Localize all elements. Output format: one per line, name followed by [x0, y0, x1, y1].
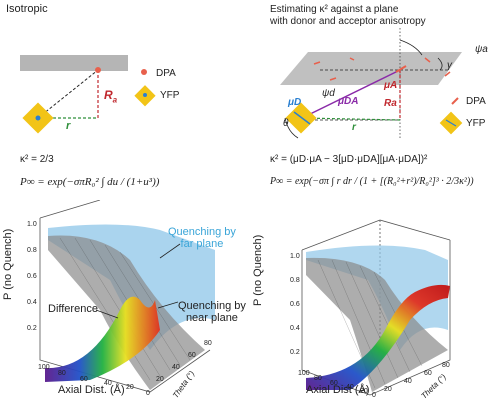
right-xtick-40: 40: [346, 384, 354, 391]
left-xtick-100: 100: [38, 364, 50, 371]
legend-dpa-label: DPA: [156, 68, 176, 79]
left-ztick-80: 80: [204, 340, 212, 347]
left-yticks: 1.0 0.8 0.6 0.4 0.2: [27, 221, 37, 332]
dipole-arrows-icon: [313, 57, 451, 81]
left-formula: P∞ = exp(−σπR₀² ∫ du / (1+u³)): [20, 176, 160, 188]
isotropic-diagram: [20, 55, 156, 134]
right-kappa-equation: κ² = (μD·μA − 3[μD·μDA][μA·μDA])²: [270, 154, 428, 165]
mu-d-label: μD: [288, 97, 302, 108]
left-panel-title: Isotropic: [6, 3, 48, 15]
annot-near-plane: Quenching by near plane: [178, 300, 246, 324]
mu-a-label: μA: [384, 80, 398, 91]
left-xlabel: Axial Dist. (Å): [58, 384, 125, 396]
left-kappa-equation: κ² = 2/3: [20, 154, 54, 165]
left-xtick-80: 80: [58, 370, 66, 377]
left-xtick-0: 0: [146, 390, 150, 397]
left-ztick-20: 20: [156, 376, 164, 383]
mu-d-arrow: [293, 111, 311, 125]
legend-dpa-icon: [141, 69, 147, 75]
legend-yfp-label: YFP: [160, 90, 180, 101]
right-ztick-40: 40: [404, 378, 412, 385]
difference-surface: [306, 284, 450, 390]
left-surface-plot: [39, 200, 215, 393]
right-xtick-80: 80: [314, 375, 322, 382]
tilted-plane: [280, 52, 462, 85]
right-ztick-80: 80: [442, 362, 450, 369]
left-xtick-40: 40: [104, 380, 112, 387]
right-surface-plot: [301, 219, 451, 396]
right-yticks: 1.0 0.8 0.6 0.4 0.2: [290, 253, 300, 356]
right-xtick-100: 100: [298, 370, 310, 377]
left-ztick-60: 60: [188, 352, 196, 359]
psi-d-label: ψd: [322, 88, 335, 99]
gamma-label: γ: [447, 60, 452, 71]
right-xlabel: Axial Dist (Å): [306, 384, 370, 396]
right-title-line1: Estimating κ² against a plane: [270, 4, 399, 15]
donor-center-icon: [35, 115, 41, 121]
legend-yfp-label: YFP: [466, 118, 486, 129]
right-ylabel: P (no Quench): [252, 234, 264, 306]
near-plane-surface: [306, 257, 448, 392]
legend-dpa-label: DPA: [466, 96, 486, 107]
left-ylabel: P (no Quench): [2, 228, 14, 300]
right-formula: P∞ = exp(−σπ ∫ r dr / (1 + [(R₀²+r²)/R₀²…: [270, 176, 474, 187]
acceptor-dot-icon: [95, 67, 101, 73]
right-ztick-60: 60: [424, 370, 432, 377]
plane-bar: [20, 55, 128, 71]
anisotropy-diagram: [280, 28, 463, 140]
right-ztick-20: 20: [384, 386, 392, 393]
legend-dpa-icon: [451, 97, 459, 105]
diagonal-dashed-line: [37, 69, 99, 119]
right-xtick-0: 0: [372, 392, 376, 399]
left-ztick-40: 40: [172, 364, 180, 371]
r-label: r: [66, 120, 71, 132]
difference-surface: [45, 296, 160, 382]
right-title-line2: with donor and acceptor anisotropy: [270, 16, 426, 27]
theta-label: θ: [283, 118, 289, 129]
psi-a-label: ψa: [475, 44, 488, 55]
left-xtick-20: 20: [126, 384, 134, 391]
mu-da-arrow: [301, 69, 401, 119]
mu-da-label: μDA: [338, 96, 359, 107]
ra-label: Ra: [384, 98, 397, 109]
left-xtick-60: 60: [80, 376, 88, 383]
right-xtick-20: 20: [360, 388, 368, 395]
r-label: r: [352, 122, 356, 133]
annot-far-plane: Quenching by far plane: [168, 226, 236, 250]
right-xtick-60: 60: [330, 380, 338, 387]
ra-label: Ra: [104, 88, 118, 105]
annot-difference: Difference: [48, 303, 98, 315]
